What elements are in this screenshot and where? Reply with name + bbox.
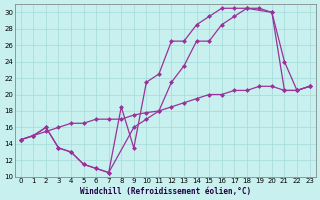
X-axis label: Windchill (Refroidissement éolien,°C): Windchill (Refroidissement éolien,°C) [80, 187, 251, 196]
